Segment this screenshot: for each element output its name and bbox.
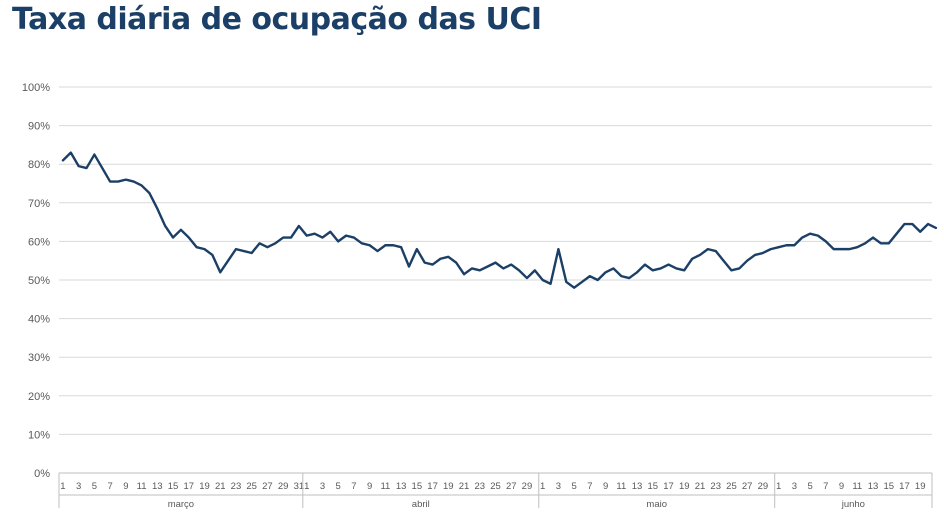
x-tick-label: 27 (742, 481, 753, 492)
month-label: abril (412, 499, 430, 510)
x-tick-label: 21 (215, 481, 226, 492)
x-tick-label: 19 (679, 481, 690, 492)
x-tick-label: 17 (183, 481, 194, 492)
x-tick-label: 15 (883, 481, 894, 492)
y-tick-label: 50% (28, 275, 50, 287)
x-tick-label: 3 (76, 481, 81, 492)
x-tick-label: 29 (758, 481, 769, 492)
x-tick-label: 5 (807, 481, 812, 492)
x-tick-label: 13 (632, 481, 643, 492)
y-tick-label: 100% (22, 82, 50, 94)
x-tick-label: 25 (490, 481, 501, 492)
x-tick-label: 1 (60, 481, 65, 492)
x-tick-label: 17 (427, 481, 438, 492)
x-tick-label: 9 (123, 481, 128, 492)
x-tick-label: 19 (199, 481, 210, 492)
y-tick-label: 70% (28, 198, 50, 210)
x-tick-label: 5 (92, 481, 97, 492)
x-tick-label: 29 (278, 481, 289, 492)
y-tick-label: 60% (28, 236, 50, 248)
x-tick-label: 11 (380, 481, 390, 492)
x-tick-label: 19 (443, 481, 454, 492)
x-tick-label: 27 (506, 481, 517, 492)
x-tick-label: 15 (412, 481, 423, 492)
x-tick-label: 27 (262, 481, 273, 492)
x-tick-label: 11 (852, 481, 862, 492)
series-line (61, 151, 938, 289)
x-tick-label: 1 (540, 481, 545, 492)
x-tick-label: 29 (522, 481, 533, 492)
x-tick-label: 13 (396, 481, 407, 492)
x-tick-label: 13 (868, 481, 879, 492)
x-tick-label: 9 (367, 481, 372, 492)
x-tick-label: 15 (168, 481, 179, 492)
x-tick-label: 13 (152, 481, 163, 492)
x-tick-label: 25 (246, 481, 257, 492)
x-tick-label: 1 (304, 481, 309, 492)
x-tick-label: 17 (899, 481, 910, 492)
x-tick-label: 1 (776, 481, 781, 492)
x-tick-label: 31 (294, 481, 305, 492)
x-tick-label: 25 (726, 481, 737, 492)
chart-title: Taxa diária de ocupação das UCI (12, 2, 542, 37)
x-tick-label: 17 (663, 481, 674, 492)
x-tick-label: 7 (107, 481, 112, 492)
x-tick-label: 3 (320, 481, 325, 492)
y-tick-label: 0% (34, 468, 50, 480)
x-tick-label: 15 (648, 481, 659, 492)
y-tick-label: 10% (28, 429, 50, 441)
x-tick-label: 21 (695, 481, 706, 492)
x-tick-label: 23 (710, 481, 721, 492)
x-tick-label: 9 (603, 481, 608, 492)
x-tick-label: 9 (839, 481, 844, 492)
x-tick-label: 7 (823, 481, 828, 492)
y-tick-label: 20% (28, 391, 50, 403)
month-label: junho (841, 499, 865, 510)
month-label: maio (646, 499, 667, 510)
x-tick-label: 11 (616, 481, 626, 492)
x-tick-label: 7 (351, 481, 356, 492)
y-tick-label: 40% (28, 314, 50, 326)
x-tick-label: 23 (474, 481, 485, 492)
y-tick-label: 30% (28, 352, 50, 364)
x-tick-label: 3 (792, 481, 797, 492)
x-tick-label: 21 (459, 481, 470, 492)
x-tick-label: 7 (587, 481, 592, 492)
y-tick-label: 90% (28, 121, 50, 133)
x-tick-label: 5 (336, 481, 341, 492)
month-label: março (168, 499, 194, 510)
x-tick-label: 5 (572, 481, 577, 492)
x-tick-label: 11 (137, 481, 147, 492)
x-tick-label: 3 (556, 481, 561, 492)
x-tick-label: 19 (915, 481, 926, 492)
y-tick-label: 80% (28, 159, 50, 171)
x-tick-label: 23 (231, 481, 242, 492)
